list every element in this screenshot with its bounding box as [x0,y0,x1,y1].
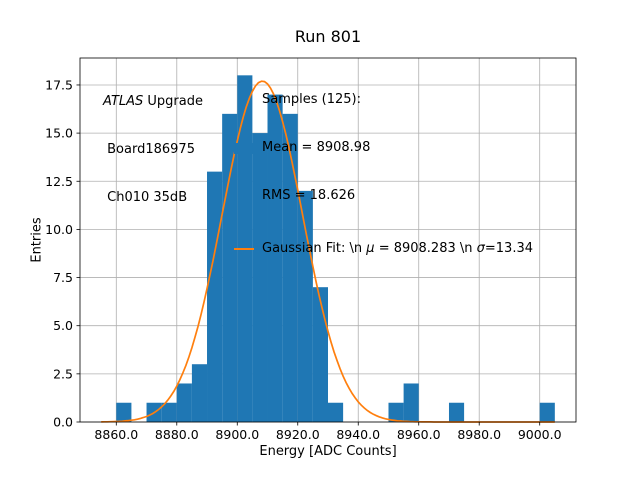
histogram-bar [161,402,177,422]
x-tick-label: 8940.0 [336,427,380,442]
histogram-bar [539,402,555,422]
y-tick-label: 2.5 [53,366,73,381]
histogram-bar [312,287,328,422]
legend-entry-gaussian: Gaussian Fit: \n μ = 8908.283 \n σ=13.34 [234,241,533,257]
histogram-bar [191,364,208,422]
x-tick-label: 8960.0 [397,427,441,442]
legend-samples-line: Samples (125): [262,92,361,107]
legend-gaussian-prefix: Gaussian Fit: \n [262,241,367,256]
annotation-line-1: ATLAS Upgrade [103,94,203,110]
legend-samples-text: Samples (125): Mean = 8908.98 RMS = 18.6… [262,60,370,236]
histogram-bar [207,171,223,422]
y-tick-label: 15.0 [45,126,73,141]
annotation-line-2: Board186975 [103,142,195,157]
legend-mu-symbol: μ [366,241,375,256]
legend-mean-line: Mean = 8908.98 [262,140,371,155]
histogram-bar [282,113,298,422]
annotation-upgrade: Upgrade [143,94,203,109]
histogram-bar [403,383,419,422]
x-tick-label: 8900.0 [215,427,259,442]
x-axis-label: Energy [ADC Counts] [259,444,397,459]
x-tick-label: 8880.0 [155,427,199,442]
annotation-atlas: ATLAS [103,94,144,109]
y-tick-label: 5.0 [53,318,73,333]
x-tick-label: 8980.0 [457,427,501,442]
histogram-bar [116,402,132,422]
histogram-bar [328,402,344,422]
gaussian-legend-line [234,248,254,250]
y-tick-label: 10.0 [45,222,73,237]
y-tick-label: 17.5 [45,78,73,93]
legend-sigma-symbol: σ [476,241,485,256]
tick-labels: 8860.0 8880.0 8900.0 8920.0 8940.0 8960.0 8980… [45,78,561,443]
tick-marks [76,84,541,426]
legend-sigma-value: =13.34 [484,241,533,256]
histogram-bar [388,402,404,422]
legend: Samples (125): Mean = 8908.98 RMS = 18.6… [234,60,533,262]
histogram-legend-swatch [234,142,254,154]
legend-rms-line: RMS = 18.626 [262,188,356,203]
legend-mu-value: = 8908.283 \n [374,241,477,256]
annotation-line-3: Ch010 35dB [103,190,188,205]
histogram-bar [448,402,465,422]
histogram-bar [176,383,192,422]
histogram-bar [252,133,268,423]
y-tick-label: 0.0 [53,415,73,430]
legend-gaussian-text: Gaussian Fit: \n μ = 8908.283 \n σ=13.34 [262,241,533,257]
axes-spines [79,57,577,423]
annotation-text: ATLAS Upgrade Board186975 Ch010 35dB [103,62,203,238]
x-tick-label: 8860.0 [94,427,138,442]
x-tick-label: 9000.0 [518,427,562,442]
chart-title: Run 801 [294,27,362,46]
histogram-bar [267,94,283,422]
legend-entry-samples: Samples (125): Mean = 8908.98 RMS = 18.6… [234,60,533,236]
x-tick-label: 8920.0 [276,427,320,442]
histogram-bars [116,75,555,423]
y-tick-label: 12.5 [45,174,73,189]
y-tick-label: 7.5 [53,270,73,285]
